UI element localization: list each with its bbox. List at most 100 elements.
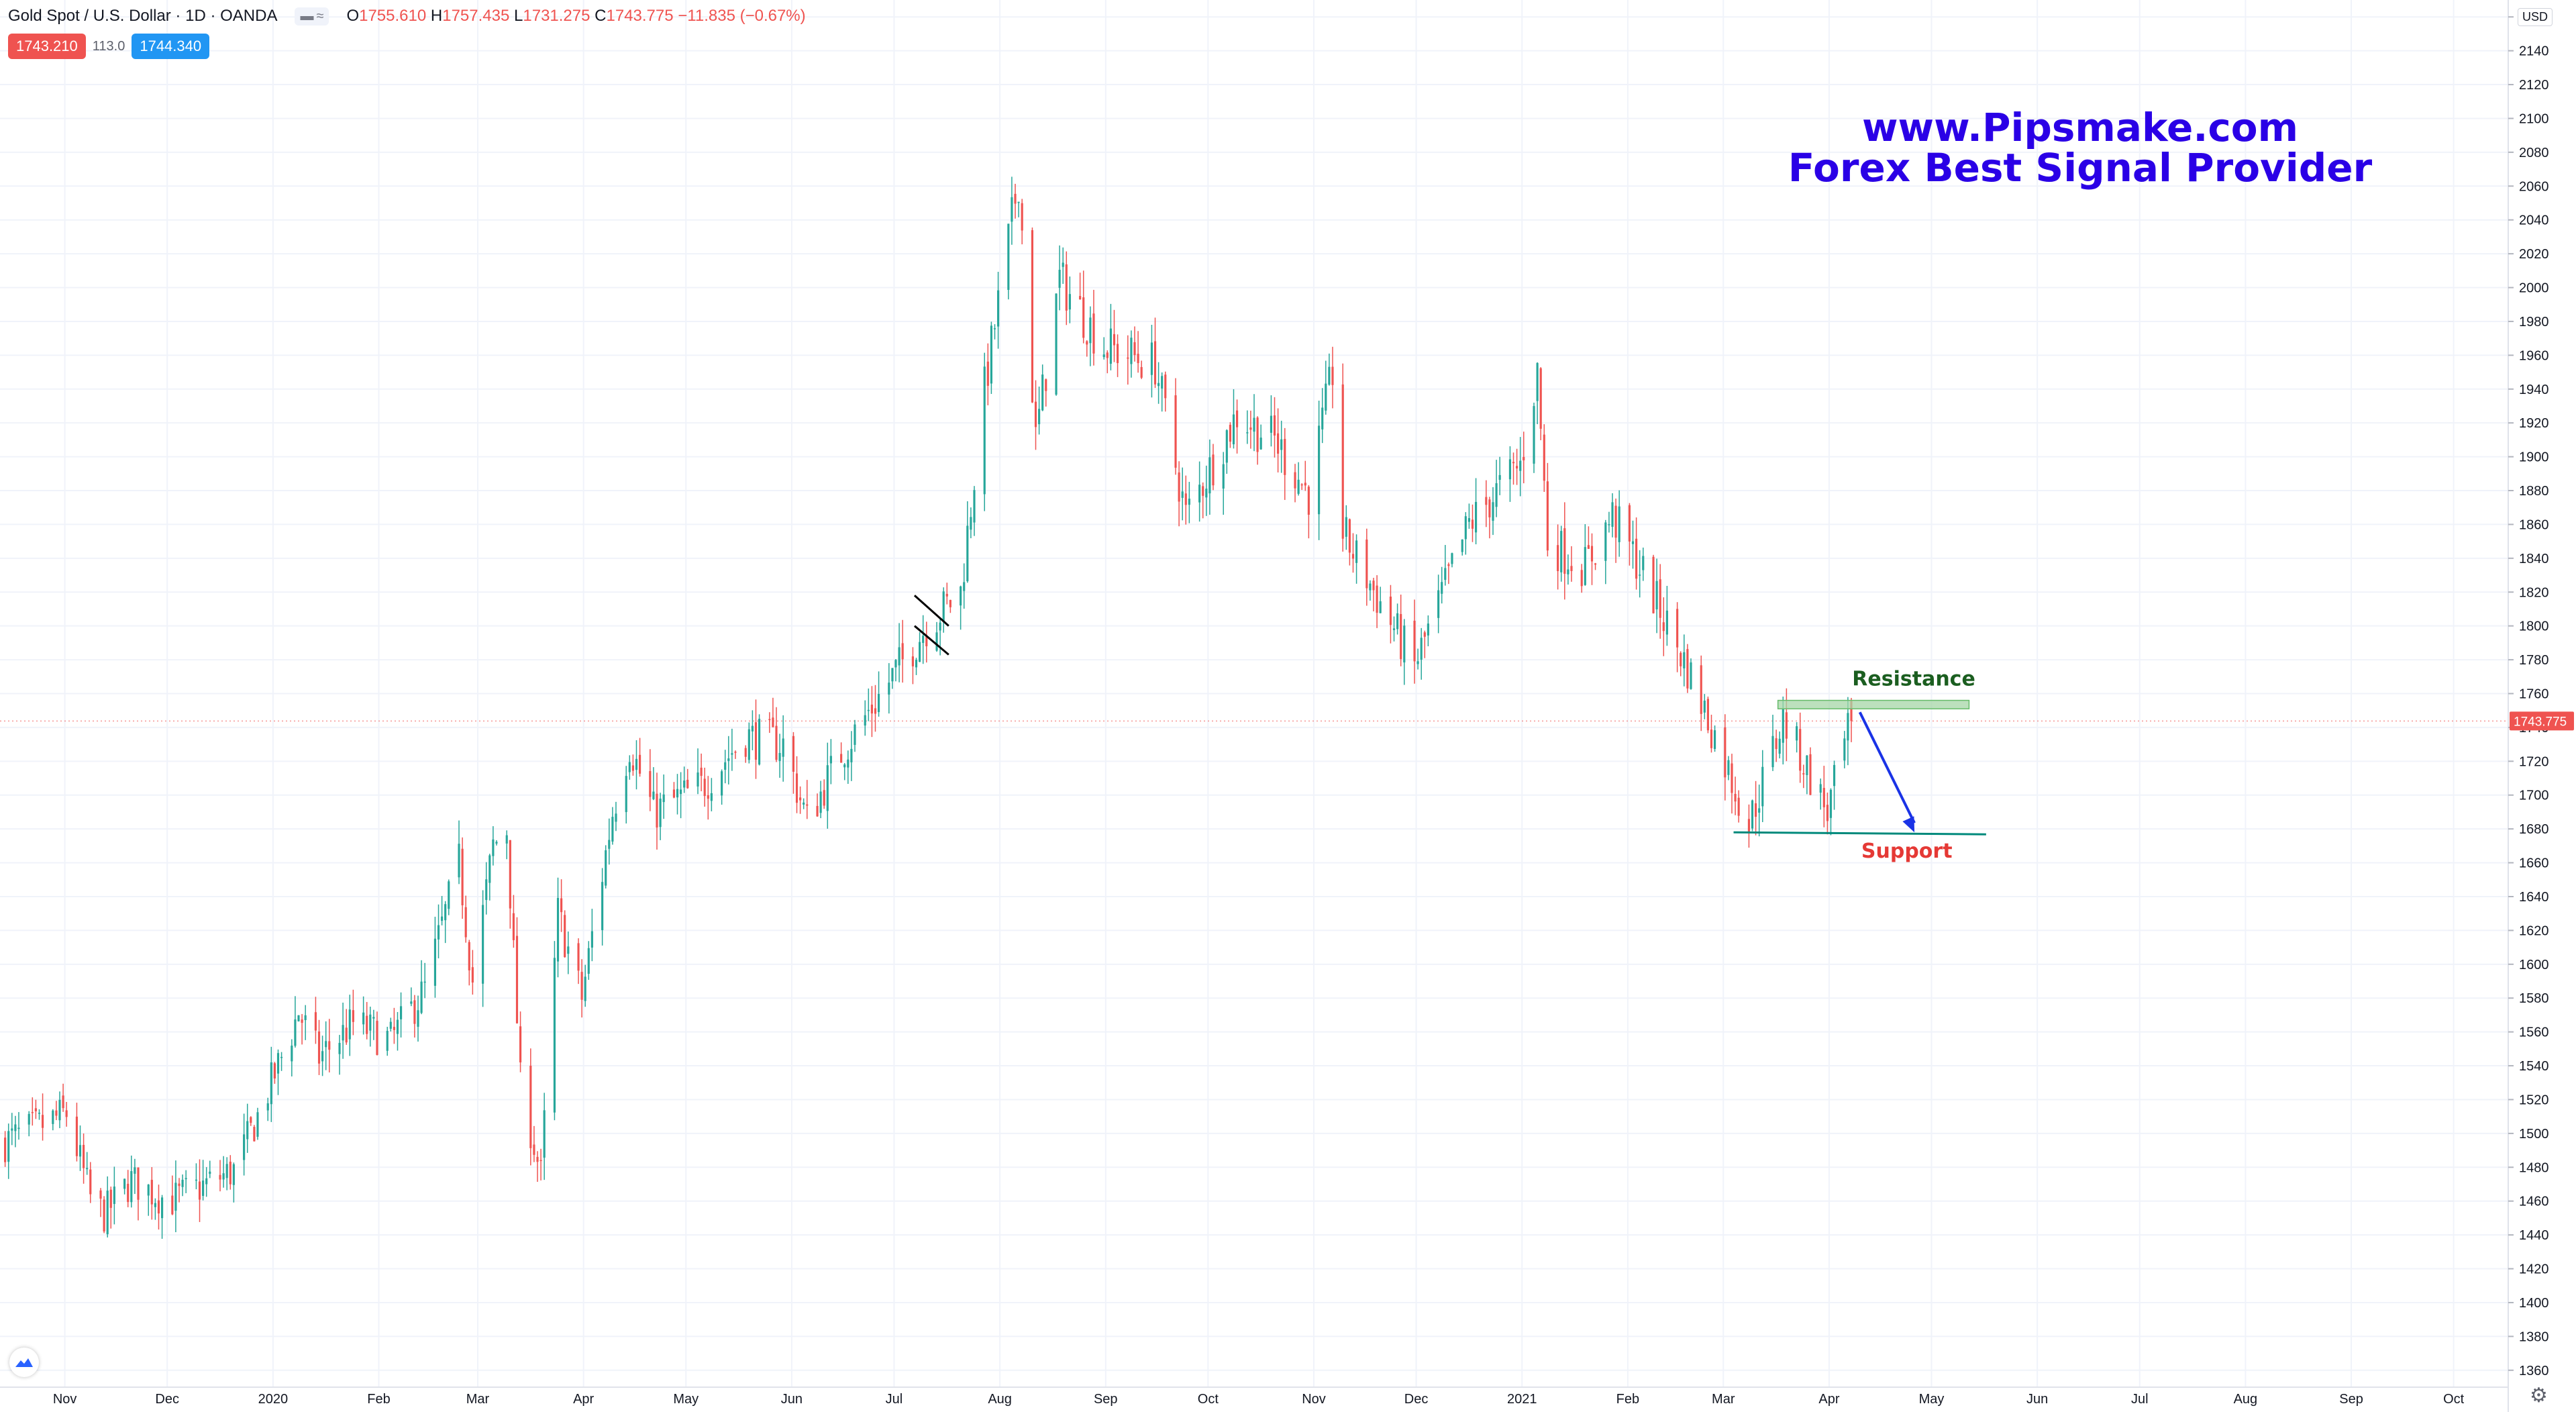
candle-body — [680, 789, 682, 795]
projection-arrow-head — [1902, 816, 1915, 833]
candle-body — [246, 1121, 249, 1140]
candle-body — [748, 729, 750, 760]
price-tick-label: 1900 — [2519, 450, 2549, 465]
candle-body — [829, 756, 832, 764]
candle-body — [1570, 566, 1573, 571]
candle-body — [1331, 366, 1334, 385]
visibility-toggle[interactable]: ▬ ≈ — [295, 7, 329, 26]
open-label: O — [346, 7, 360, 25]
candle-body — [1403, 625, 1406, 663]
sell-button[interactable]: 1743.210 — [8, 34, 86, 59]
candle-body — [123, 1178, 126, 1189]
candle-body — [1543, 434, 1545, 481]
candle-body — [891, 668, 894, 682]
buy-button[interactable]: 1744.340 — [132, 34, 210, 59]
price-tick-label: 1420 — [2519, 1262, 2549, 1277]
candle-body — [1392, 628, 1396, 630]
candle-body — [28, 1113, 30, 1125]
candle-body — [1437, 590, 1440, 618]
candle-body — [1113, 334, 1116, 346]
candle-body — [1161, 376, 1164, 389]
candle-body — [870, 704, 873, 714]
candle-body — [1369, 583, 1372, 591]
candle-body — [1277, 433, 1280, 454]
candle-body — [1444, 568, 1447, 581]
candle-body — [1676, 609, 1679, 648]
candle-body — [683, 780, 686, 788]
candle-body — [823, 790, 825, 806]
candle-body — [758, 719, 761, 765]
candle-body — [697, 772, 699, 787]
gear-icon[interactable]: ⚙ — [2530, 1384, 2548, 1407]
candle-body — [1461, 539, 1463, 552]
candle-body — [376, 1021, 378, 1055]
candle-body — [1259, 438, 1262, 450]
candle-body — [707, 795, 709, 799]
high-label: H — [430, 7, 443, 25]
candle-body — [458, 844, 460, 878]
close-value: 1743.775 — [606, 7, 674, 25]
candle-body — [775, 725, 778, 760]
candle-body — [1652, 556, 1655, 613]
candle-body — [1300, 484, 1303, 486]
candle-body — [1249, 427, 1252, 430]
candle-body — [564, 915, 566, 958]
candle-body — [1184, 493, 1187, 505]
candle-body — [1659, 579, 1661, 618]
candle-body — [328, 1041, 331, 1050]
currency-label[interactable]: USD — [2518, 8, 2553, 26]
candle-body — [652, 791, 655, 799]
candle-body — [1400, 614, 1402, 660]
candle-body — [1372, 581, 1375, 591]
candle-body — [342, 1025, 344, 1041]
price-tick-label: 1600 — [2519, 958, 2549, 972]
candle-body — [1232, 414, 1235, 445]
candle-body — [113, 1187, 115, 1205]
candle-body — [410, 1001, 413, 1004]
time-tick-label: Feb — [367, 1392, 390, 1407]
candle-body — [1809, 754, 1812, 795]
candle-body — [894, 660, 897, 668]
candle-body — [803, 802, 805, 805]
candle-body — [1174, 395, 1177, 468]
candle-body — [482, 905, 484, 984]
candle-body — [291, 1046, 293, 1062]
candle-body — [1109, 328, 1112, 364]
price-tick-label: 1800 — [2519, 619, 2549, 634]
candle-body — [157, 1200, 160, 1214]
candle-body — [850, 748, 853, 762]
candle-body — [1631, 541, 1635, 544]
candle-body — [202, 1180, 205, 1196]
candle-body — [1055, 293, 1058, 395]
watermark: www.Pipsmake.com Forex Best Signal Provi… — [1745, 107, 2416, 188]
watermark-line-1: www.Pipsmake.com — [1861, 105, 2299, 150]
candle-body — [1710, 729, 1713, 748]
candle-body — [1246, 432, 1249, 434]
candle-body — [1235, 410, 1239, 427]
low-label: L — [514, 7, 523, 25]
candle-body — [468, 942, 470, 970]
candle-body — [649, 770, 652, 797]
candle-body — [1512, 462, 1515, 464]
close-label: C — [595, 7, 607, 25]
candle-body — [1563, 528, 1566, 574]
candle-body — [1557, 545, 1559, 572]
candle-body — [915, 660, 918, 668]
symbol-title[interactable]: Gold Spot / U.S. Dollar · 1D · OANDA — [8, 7, 278, 25]
candle-body — [659, 798, 662, 827]
time-axis[interactable]: Nov Dec 2020 Feb Mar Apr May Jun Jul Aug Sep Oct Nov… — [53, 1392, 2465, 1407]
candle-body — [778, 753, 781, 761]
time-tick-label: May — [673, 1392, 699, 1407]
tradingview-logo-icon[interactable] — [9, 1348, 39, 1377]
candle-body — [925, 636, 928, 647]
candle-body — [1608, 524, 1610, 525]
candle-body — [1034, 401, 1037, 427]
candle-body — [1806, 755, 1808, 775]
price-tick-label: 2120 — [2519, 78, 2549, 93]
price-tick-label: 2020 — [2519, 247, 2549, 262]
candle-body — [17, 1127, 20, 1129]
candle-body — [1758, 808, 1761, 813]
candle-body — [700, 767, 703, 776]
time-tick-label: Jun — [781, 1392, 803, 1407]
